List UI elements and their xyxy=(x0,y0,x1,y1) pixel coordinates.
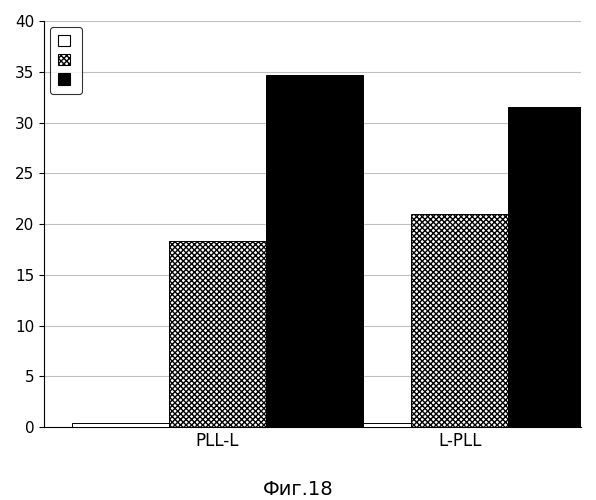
Bar xyxy=(314,423,411,427)
Bar xyxy=(411,214,508,427)
Bar xyxy=(72,423,169,427)
Bar xyxy=(266,75,363,427)
Text: Фиг.18: Фиг.18 xyxy=(263,480,333,499)
Bar xyxy=(169,242,266,427)
Bar xyxy=(508,108,596,427)
Legend: , , : , , xyxy=(50,27,82,94)
